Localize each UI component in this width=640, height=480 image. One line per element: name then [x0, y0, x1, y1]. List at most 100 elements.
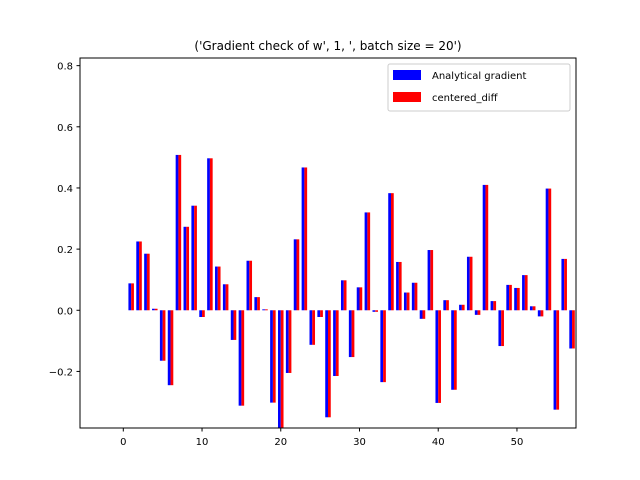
bar-centered-diff-50 — [516, 287, 520, 311]
bar-centered-diff-20 — [280, 310, 284, 428]
y-tick-label: 0.0 — [57, 306, 73, 317]
bar-analytical-3 — [144, 253, 147, 311]
bar-analytical-50 — [514, 287, 517, 311]
y-tick-label: 0.4 — [57, 184, 73, 195]
bar-centered-diff-38 — [422, 310, 426, 319]
bar-centered-diff-22 — [296, 239, 300, 311]
bar-centered-diff-30 — [359, 287, 363, 311]
bar-analytical-19 — [270, 310, 273, 403]
bar-analytical-35 — [396, 261, 399, 311]
bar-centered-diff-29 — [351, 310, 355, 358]
bar-analytical-20 — [278, 310, 281, 428]
bar-analytical-13 — [222, 284, 226, 311]
x-tick-label: 30 — [353, 437, 366, 448]
bar-centered-diff-5 — [162, 310, 166, 361]
bar-centered-diff-57 — [572, 310, 575, 349]
bar-centered-diff-25 — [320, 310, 323, 317]
bar-centered-diff-36 — [406, 292, 410, 311]
bar-analytical-14 — [230, 310, 234, 340]
chart-title: ('Gradient check of w', 1, ', batch size… — [194, 39, 461, 53]
bar-analytical-6 — [167, 310, 171, 386]
bar-analytical-43 — [459, 304, 462, 311]
bar-centered-diff-41 — [446, 300, 449, 311]
y-tick-label: 0.2 — [57, 245, 73, 256]
bar-centered-diff-28 — [343, 280, 347, 311]
legend-label-analytical: Analytical gradient — [432, 71, 526, 82]
bar-centered-diff-39 — [430, 250, 434, 311]
y-tick-label: −0.2 — [49, 367, 73, 378]
bar-centered-diff-9 — [194, 205, 197, 311]
bar-analytical-15 — [238, 310, 242, 406]
bar-centered-diff-54 — [548, 188, 552, 311]
bar-analytical-7 — [175, 154, 179, 311]
bar-centered-diff-1 — [131, 283, 134, 311]
bar-centered-diff-15 — [241, 310, 245, 406]
bar-centered-diff-10 — [202, 310, 205, 317]
x-tick-label: 0 — [120, 437, 126, 448]
bar-analytical-10 — [199, 310, 203, 317]
bar-analytical-29 — [348, 310, 352, 358]
bar-analytical-9 — [191, 205, 195, 311]
bar-centered-diff-51 — [524, 275, 528, 311]
bar-analytical-44 — [466, 256, 470, 311]
bar-centered-diff-47 — [493, 301, 497, 311]
bar-analytical-55 — [553, 310, 557, 410]
bar-analytical-31 — [364, 212, 368, 311]
bar-centered-diff-48 — [501, 310, 504, 347]
bar-analytical-32 — [372, 310, 376, 312]
bar-centered-diff-56 — [564, 258, 567, 311]
bar-analytical-22 — [293, 239, 297, 311]
bar-centered-diff-19 — [272, 310, 276, 403]
bar-analytical-24 — [309, 310, 313, 345]
bar-centered-diff-35 — [398, 261, 402, 311]
bar-analytical-21 — [285, 310, 289, 373]
bar-analytical-4 — [152, 308, 155, 311]
bar-analytical-16 — [246, 260, 250, 311]
bar-analytical-5 — [159, 310, 163, 361]
bar-analytical-46 — [482, 184, 486, 311]
y-tick-label: 0.6 — [57, 123, 73, 134]
bar-centered-diff-18 — [265, 309, 268, 311]
bar-analytical-18 — [262, 309, 266, 311]
bar-centered-diff-53 — [540, 310, 544, 317]
bar-analytical-42 — [451, 310, 454, 390]
bar-analytical-37 — [411, 282, 415, 311]
plot-frame — [79, 57, 577, 429]
y-tick-label: 0.8 — [57, 62, 73, 73]
legend-swatch-analytical — [393, 70, 421, 80]
bar-analytical-45 — [474, 310, 478, 315]
bar-centered-diff-43 — [461, 304, 465, 311]
bar-centered-diff-55 — [556, 310, 560, 410]
bar-analytical-39 — [427, 250, 431, 311]
bar-analytical-53 — [537, 310, 541, 317]
bar-centered-diff-3 — [146, 253, 150, 311]
bar-analytical-27 — [333, 310, 336, 377]
bar-analytical-56 — [561, 258, 565, 311]
legend-box — [387, 63, 571, 112]
bar-centered-diff-32 — [375, 310, 378, 312]
bar-centered-diff-13 — [225, 284, 229, 311]
bar-analytical-38 — [419, 310, 423, 319]
bar-analytical-8 — [183, 226, 187, 311]
bar-centered-diff-40 — [438, 310, 441, 403]
bar-centered-diff-45 — [477, 310, 481, 315]
bar-centered-diff-14 — [233, 310, 237, 340]
bar-centered-diff-4 — [154, 308, 158, 311]
bar-centered-diff-8 — [186, 226, 190, 311]
bar-centered-diff-24 — [312, 310, 316, 345]
bar-analytical-12 — [215, 266, 218, 311]
bar-analytical-34 — [388, 193, 391, 311]
bar-centered-diff-2 — [139, 241, 142, 311]
bar-centered-diff-6 — [170, 310, 174, 386]
bar-centered-diff-17 — [257, 297, 260, 311]
bar-analytical-26 — [325, 310, 328, 418]
bar-analytical-25 — [317, 310, 321, 317]
x-tick-label: 50 — [511, 437, 524, 448]
bar-centered-diff-21 — [288, 310, 292, 373]
axes-group — [79, 57, 577, 429]
bar-analytical-52 — [529, 306, 533, 311]
ticks-group: 0 10 20 30 40 50 −0.2 0.0 0.2 0.4 0.6 0.8 — [49, 62, 524, 448]
bar-analytical-36 — [403, 292, 407, 311]
bars-group — [128, 154, 575, 428]
bar-centered-diff-37 — [414, 282, 418, 311]
